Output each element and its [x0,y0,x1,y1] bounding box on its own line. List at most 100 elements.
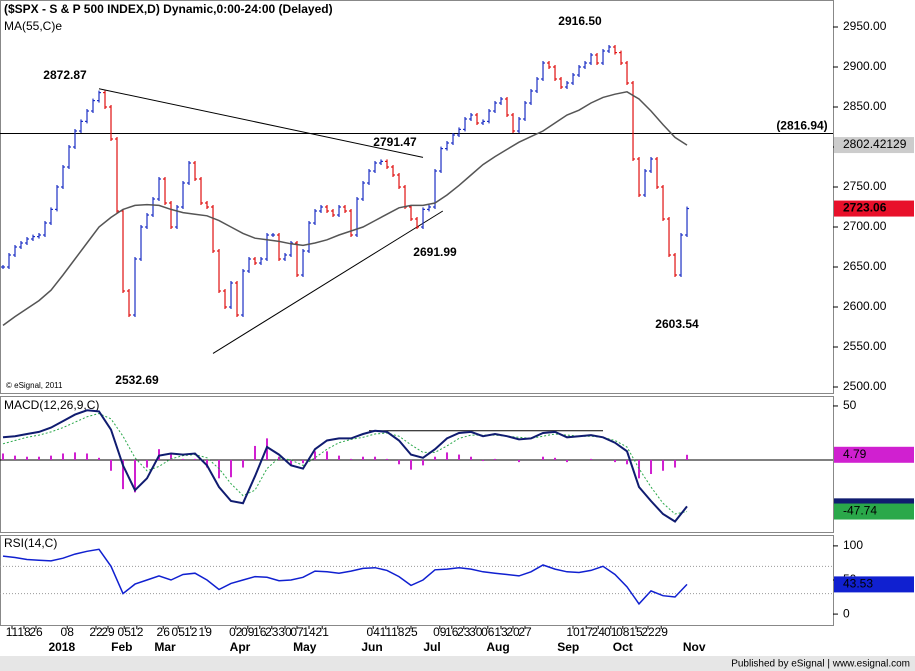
price-annotation: 2791.47 [373,135,417,149]
price-bar [427,205,432,212]
x-tick-label: 14 [302,625,316,639]
histogram-bar [638,459,641,479]
y-tick-label: 2950.00 [843,19,887,33]
x-tick-label: 05 [172,625,186,639]
price-bar [247,257,252,273]
x-tick-label: 17 [580,625,594,639]
price-bar [217,249,222,293]
y-tick-label: 50 [843,398,857,412]
x-tick-label: 18 [17,625,31,639]
price-bar [151,197,156,217]
price-bar [361,181,366,201]
month-label: Sep [557,640,579,654]
price-bar [19,241,24,249]
x-tick-label: 22 [89,625,103,639]
x-tick-label: 06 [481,625,495,639]
price-bar [655,157,660,189]
histogram-bar [38,456,41,460]
price-bar [181,181,186,209]
price-bar [595,53,600,65]
macd-line [2,409,688,523]
price-bar [187,161,192,185]
price-bar [7,253,12,269]
x-tick-label: 23 [265,625,279,639]
x-tick-label: 13 [494,625,508,639]
price-bar [127,289,132,317]
price-bar [577,65,582,77]
hist-value-box [834,446,914,463]
month-label: 2018 [48,640,75,654]
price-bar [79,119,84,133]
price-bar [559,77,564,89]
y-tick-label: 2550.00 [843,339,887,353]
histogram-bar [422,459,425,466]
price-bar [625,61,630,85]
price-bar [307,221,312,253]
price-bar [541,61,546,81]
histogram-bar [554,457,557,460]
price-bar [199,177,204,205]
histogram-bar [470,456,473,460]
price-bar [421,207,426,229]
price-bar [169,201,174,229]
price-bar [25,237,30,245]
histogram-bar [194,458,197,460]
price-bar [49,207,54,225]
histogram-bar [242,459,245,468]
price-bar [277,233,282,261]
price-bar [565,81,570,89]
price-bar [343,205,348,213]
histogram-bar [542,456,545,460]
y-tick-label: 2700.00 [843,219,887,233]
price-bar [301,249,306,277]
histogram-bar [434,456,437,460]
price-bar [313,209,318,225]
price-bar [157,177,162,201]
price-bar [499,97,504,105]
x-tick-label: 09 [433,625,447,639]
month-label: Jun [361,640,382,654]
histogram-bar [590,458,593,460]
x-tick-label: 10 [566,625,580,639]
price-bar [349,209,354,237]
price-bar [145,213,150,229]
price-bar [487,109,492,124]
price-bar [667,217,672,257]
ma-value-box [834,137,914,154]
histogram-bar [290,459,293,466]
price-bar [175,205,180,229]
price-bar [1,265,6,269]
month-label: Oct [613,640,633,654]
price-bar [235,281,240,317]
price-bar [295,241,300,277]
rsi-panel [0,535,834,626]
copyright: © eSignal, 2011 [6,381,63,390]
price-annotation: 2691.99 [413,245,457,259]
price-bar [637,157,642,197]
histogram-bar [74,452,77,460]
x-tick-label: 26 [29,625,43,639]
histogram-bar [254,445,257,460]
price-bar [253,257,258,265]
x-tick-label: 16 [253,625,267,639]
x-tick-label: 18 [391,625,405,639]
month-label: Mar [154,640,176,654]
price-bar [13,245,18,257]
histogram-bar [386,458,389,460]
x-tick-label: 04 [367,625,381,639]
histogram-bar [614,459,617,463]
rsi-line [2,548,688,606]
histogram-bar [182,458,185,460]
price-bar [229,281,234,309]
x-tick-label: 30 [469,625,483,639]
price-bar [451,133,456,145]
price-bar [319,205,324,213]
price-bar [571,73,576,85]
histogram-bar [98,457,101,460]
x-tick-label: 15 [629,625,643,639]
price-bar [37,233,42,239]
signal-line [2,412,688,515]
x-tick-label: 20 [506,625,520,639]
histogram-bar [674,459,677,468]
